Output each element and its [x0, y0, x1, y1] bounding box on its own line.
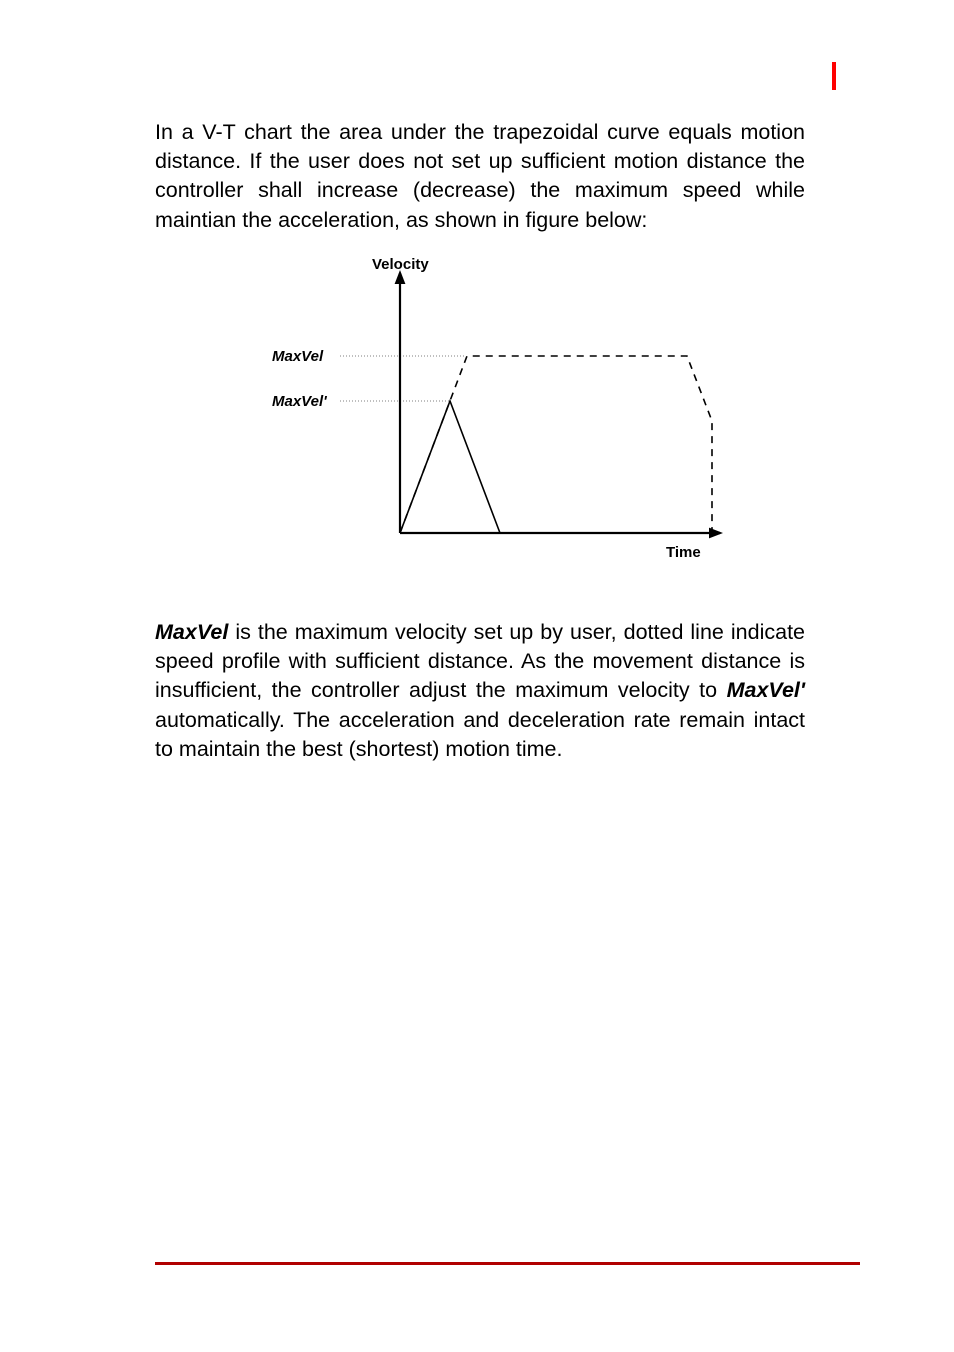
- page-edge-mark: [832, 62, 836, 90]
- velocity-time-chart: Velocity Time MaxVel MaxVel': [220, 253, 740, 578]
- svg-text:Time: Time: [666, 544, 701, 561]
- p2-text-b: is the maximum velocity set up by user, …: [155, 620, 805, 702]
- page-content: In a V-T chart the area under the trapez…: [155, 118, 805, 764]
- p2-text-d: automatically. The acceleration and dece…: [155, 708, 805, 761]
- paragraph-2: MaxVel is the maximum velocity set up by…: [155, 618, 805, 764]
- svg-text:MaxVel': MaxVel': [272, 393, 327, 410]
- paragraph-1: In a V-T chart the area under the trapez…: [155, 118, 805, 235]
- svg-text:MaxVel: MaxVel: [272, 348, 324, 365]
- svg-text:Velocity: Velocity: [372, 256, 429, 273]
- footer-rule: [155, 1262, 860, 1265]
- maxvel-prime-term: MaxVel': [727, 678, 805, 702]
- maxvel-term: MaxVel: [155, 620, 228, 644]
- chart-svg: Velocity Time MaxVel MaxVel': [220, 253, 740, 573]
